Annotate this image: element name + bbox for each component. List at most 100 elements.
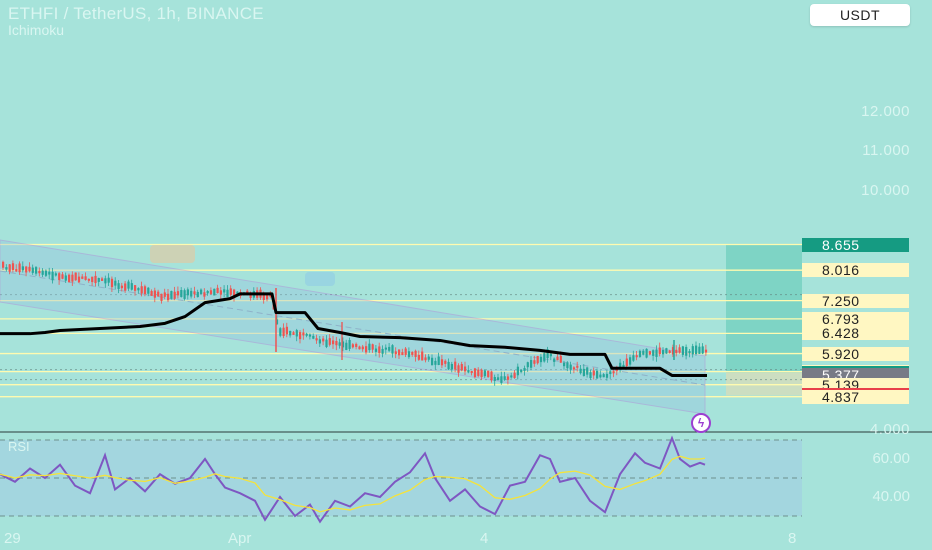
candle-body-184 [183,290,186,299]
candle-body-375 [374,348,378,352]
candle-body-669 [668,350,671,353]
candle-body-28 [28,266,31,272]
candle-body-127 [127,281,130,289]
candle-body-622 [622,364,625,368]
rsi-axis-label: 60.00 [872,450,910,467]
candle-body-372 [371,344,374,350]
candle-body-358 [358,346,361,350]
price-tag: 8.655 [802,237,909,252]
candle-body-151 [150,290,153,296]
candle-body-431 [431,357,434,366]
candle-body-299 [299,332,302,340]
candle-body-25 [25,266,28,273]
candle-body-553 [553,358,556,362]
candle-body-388 [388,346,391,351]
candle-body-312 [312,335,315,339]
kijun-polyline [0,292,707,377]
currency-button[interactable]: USDT [810,4,910,26]
candle-body-368 [368,343,371,351]
candle-body-408 [407,351,411,358]
candle-body-342 [341,341,345,348]
candle-body-378 [378,346,381,354]
candle-body-134 [134,285,137,291]
ichimoku-cloud-1 [150,245,195,263]
candle-body-38 [38,270,41,274]
candle-body-484 [483,370,486,377]
candle-body-675 [675,349,678,354]
candle-body-365 [365,346,368,353]
candle-body-603 [602,374,605,378]
candle-body-200 [200,289,203,294]
candle-body-114 [114,280,117,286]
candle-body-302 [302,332,305,336]
candle-body-117 [117,283,120,289]
candle-body-692 [691,346,694,355]
candle-body-226 [226,289,229,298]
price-tag: 8.016 [802,263,909,278]
candle-body-322 [322,338,325,342]
candle-body-583 [582,368,585,377]
candle-body-217 [216,287,219,294]
candle-body-474 [473,368,477,378]
candle-body-220 [219,290,222,295]
candle-body-543 [543,353,546,362]
price-axis-label: 4.000 [869,421,910,438]
candle-body-197 [196,291,199,298]
candle-body-339 [338,342,341,346]
candle-body-636 [635,355,638,358]
candle-body-685 [685,346,688,356]
candle-body-655 [655,349,658,357]
candle-body-688 [688,351,691,354]
candle-body-593 [592,370,595,376]
candle-body-306 [305,333,308,336]
candle-body-55 [54,273,57,276]
candle-body-71 [71,274,74,282]
candle-body-494 [493,376,496,381]
candle-body-467 [467,370,470,373]
stop-zone [726,372,802,396]
candle-body-9 [8,264,11,272]
candle-body-421 [421,351,424,361]
candle-body-678 [678,347,681,353]
candle-body-316 [315,338,318,341]
lightning-icon[interactable]: ϟ [691,413,711,433]
candle-body-349 [348,339,351,349]
candle-body-642 [642,350,645,355]
candle-body-266 [266,294,269,300]
candle-body-286 [285,326,288,335]
candle-body-325 [325,339,328,348]
indicator-label: Ichimoku [8,22,65,38]
candle-body-91 [91,276,94,283]
price-tag: 7.250 [802,293,909,308]
candle-body-434 [434,360,437,365]
candle-body-154 [153,290,156,298]
candle-body-659 [658,347,661,355]
candle-body-193 [193,291,196,295]
candle-body-695 [695,345,698,354]
candle-body-510 [510,375,513,378]
price-axis-label: 10.000 [861,182,910,200]
candle-body-269 [269,294,272,297]
target-zone [726,244,802,373]
candle-body-210 [209,290,213,294]
candle-body-335 [335,341,338,346]
candle-body-233 [233,289,236,299]
candle-body-596 [596,370,599,379]
candle-body-652 [652,350,655,356]
candle-body-517 [516,366,519,376]
candle-body-5 [5,267,8,270]
candle-body-362 [361,346,364,350]
candle-body-415 [414,350,417,357]
candle-body-42 [41,270,44,275]
candle-body-523 [523,368,526,371]
rsi-line [0,435,706,524]
candle-body-556 [556,356,559,361]
candle-body-457 [457,365,460,373]
candle-body-223 [223,289,226,293]
candle-body-51 [51,271,54,281]
candle-body-448 [447,361,450,370]
price-tag: 5.139 [802,377,909,392]
time-label-29: 29 [4,530,21,547]
candle-body-98 [97,278,100,282]
